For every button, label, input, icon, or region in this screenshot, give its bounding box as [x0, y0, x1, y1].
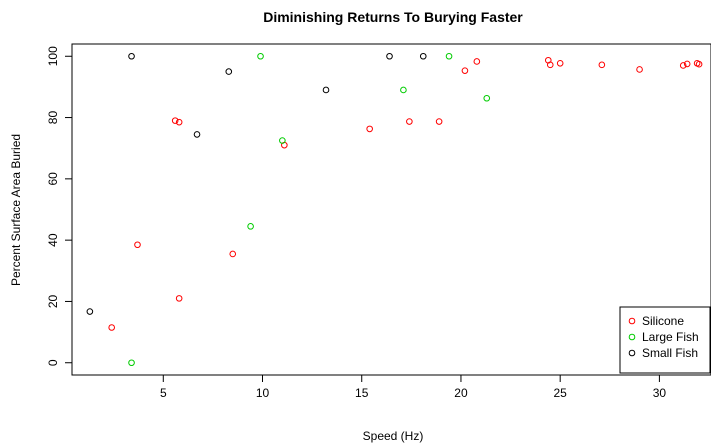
- data-point: [546, 61, 554, 69]
- data-point: [108, 324, 115, 331]
- data-point: [556, 60, 564, 67]
- y-tick-label: 100: [46, 46, 60, 66]
- x-tick-label: 5: [160, 386, 167, 400]
- data-point: [419, 52, 427, 60]
- data-point: [683, 60, 691, 68]
- data-point: [134, 241, 141, 249]
- data-point: [193, 131, 201, 138]
- data-point: [128, 52, 135, 60]
- data-point: [175, 118, 183, 126]
- y-axis-label: Percent Surface Area Buried: [9, 134, 23, 286]
- data-point: [636, 66, 643, 73]
- y-axis: 0 20 40 60 80 100: [46, 46, 73, 366]
- chart-title: Diminishing Returns To Burying Faster: [263, 9, 523, 25]
- x-axis: 5 10 15 20 25 30: [160, 374, 667, 400]
- x-axis-label: Speed (Hz): [363, 429, 424, 443]
- x-tick-label: 10: [256, 386, 270, 400]
- plot-frame: [71, 43, 711, 376]
- data-point: [171, 117, 179, 124]
- x-tick-label: 20: [454, 386, 468, 400]
- data-point: [445, 52, 453, 60]
- data-point: [695, 60, 703, 68]
- data-point: [386, 52, 393, 60]
- data-point: [483, 94, 491, 102]
- data-point: [225, 68, 233, 75]
- y-tick-label: 40: [46, 233, 60, 247]
- data-point: [366, 125, 373, 133]
- y-tick-label: 0: [46, 359, 60, 366]
- x-tick-label: 25: [554, 386, 568, 400]
- y-tick-label: 20: [46, 294, 60, 308]
- data-point: [461, 67, 469, 74]
- data-points: [86, 52, 703, 367]
- data-point: [279, 137, 286, 144]
- legend-label: Large Fish: [642, 330, 699, 344]
- data-point: [598, 61, 606, 69]
- legend-label: Small Fish: [642, 346, 698, 360]
- data-point: [679, 62, 687, 69]
- y-tick-label: 80: [46, 111, 60, 125]
- data-point: [435, 118, 443, 125]
- data-point: [128, 359, 135, 367]
- data-point: [86, 308, 94, 315]
- y-tick-label: 60: [46, 172, 60, 186]
- data-point: [229, 250, 237, 258]
- legend-box: [619, 306, 711, 374]
- data-point: [400, 86, 407, 94]
- data-point: [473, 58, 481, 65]
- legend-marker: [628, 349, 636, 357]
- x-tick-label: 15: [355, 386, 369, 400]
- legend-label: Silicone: [642, 314, 684, 328]
- data-point: [257, 52, 264, 60]
- legend-marker: [628, 333, 636, 341]
- data-point: [322, 86, 330, 94]
- data-point: [406, 118, 413, 125]
- x-tick-label: 30: [653, 386, 667, 400]
- data-point: [175, 295, 183, 302]
- legend-marker: [628, 317, 636, 325]
- legend: Silicone Large Fish Small Fish: [619, 306, 711, 374]
- data-point: [247, 223, 254, 230]
